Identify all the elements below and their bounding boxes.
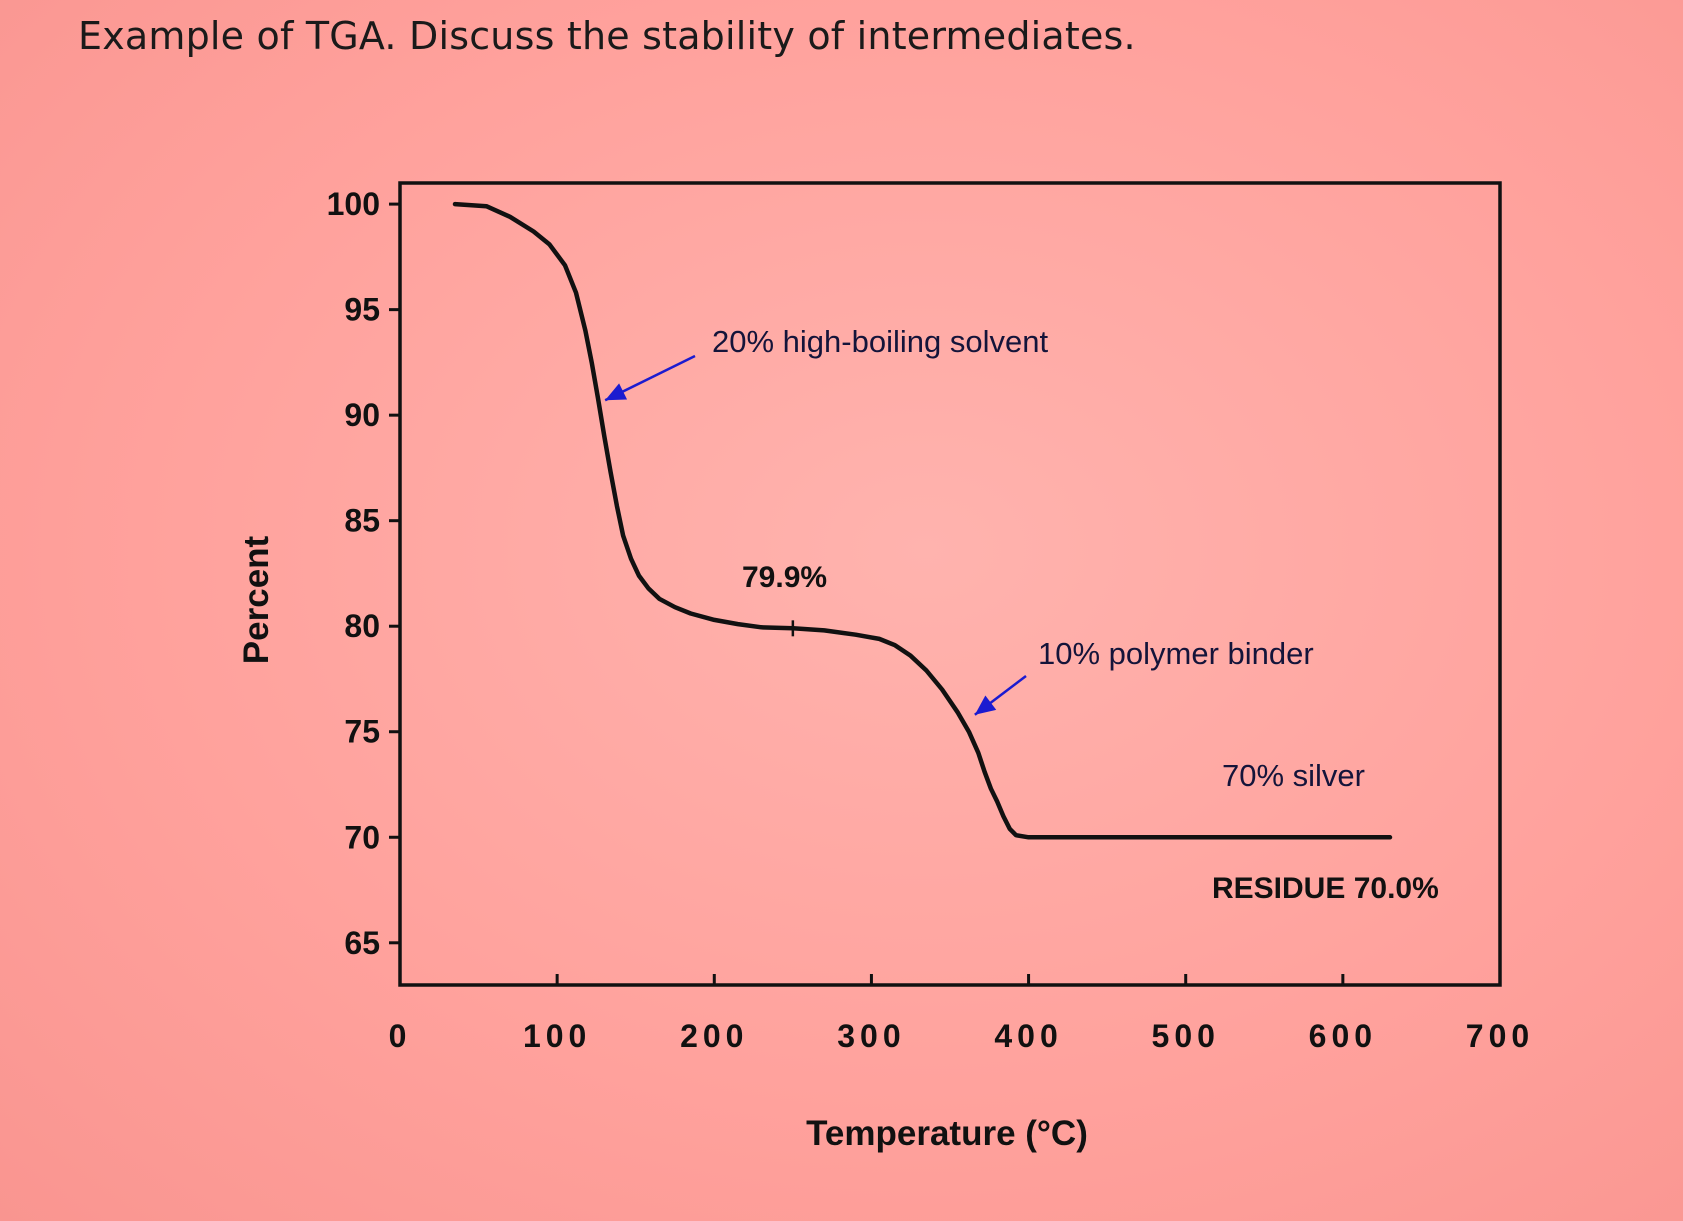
arrow-binder-head bbox=[974, 695, 997, 715]
tga-curve bbox=[452, 201, 1393, 840]
plot-border bbox=[398, 181, 1502, 987]
y-tick-label: 100 bbox=[327, 186, 380, 222]
x-axis: 0 100 200 300 400 500 600 700 bbox=[389, 974, 1534, 1054]
y-tick-label: 65 bbox=[344, 925, 380, 961]
y-tick-label: 95 bbox=[344, 292, 380, 328]
y-tick-label: 85 bbox=[344, 503, 380, 539]
y-axis: 100 95 90 85 80 75 70 65 bbox=[327, 186, 400, 961]
annotations: 20% high-boiling solvent 79.9% 10% polymer… bbox=[604, 324, 1439, 905]
x-tick-label: 400 bbox=[994, 1018, 1062, 1054]
annotation-binder: 10% polymer binder bbox=[1038, 636, 1314, 671]
x-tick-label: 600 bbox=[1309, 1018, 1377, 1054]
x-tick-label: 200 bbox=[680, 1018, 748, 1054]
y-tick-label: 80 bbox=[344, 608, 380, 644]
x-tick-label: 300 bbox=[837, 1018, 905, 1054]
y-axis-title: Percent bbox=[237, 535, 276, 664]
annotation-plateau-value: 79.9% bbox=[742, 561, 827, 594]
x-tick-label: 500 bbox=[1152, 1018, 1220, 1054]
tga-curve-group bbox=[452, 201, 1393, 840]
x-axis-title: Temperature (°C) bbox=[806, 1114, 1088, 1153]
annotation-solvent: 20% high-boiling solvent bbox=[712, 324, 1048, 359]
arrow-solvent-head bbox=[605, 383, 628, 401]
annotation-silver: 70% silver bbox=[1222, 758, 1365, 793]
y-tick-label: 70 bbox=[344, 819, 380, 855]
annotation-residue: RESIDUE 70.0% bbox=[1212, 872, 1439, 905]
x-tick-label: 0 bbox=[389, 1018, 412, 1054]
x-tick-label: 100 bbox=[523, 1018, 591, 1054]
question-title: Example of TGA. Discuss the stability of… bbox=[78, 14, 1136, 58]
plot-frame bbox=[398, 181, 1502, 987]
y-tick-label: 90 bbox=[344, 397, 380, 433]
y-tick-label: 75 bbox=[344, 714, 380, 750]
x-tick-label: 700 bbox=[1466, 1018, 1534, 1054]
